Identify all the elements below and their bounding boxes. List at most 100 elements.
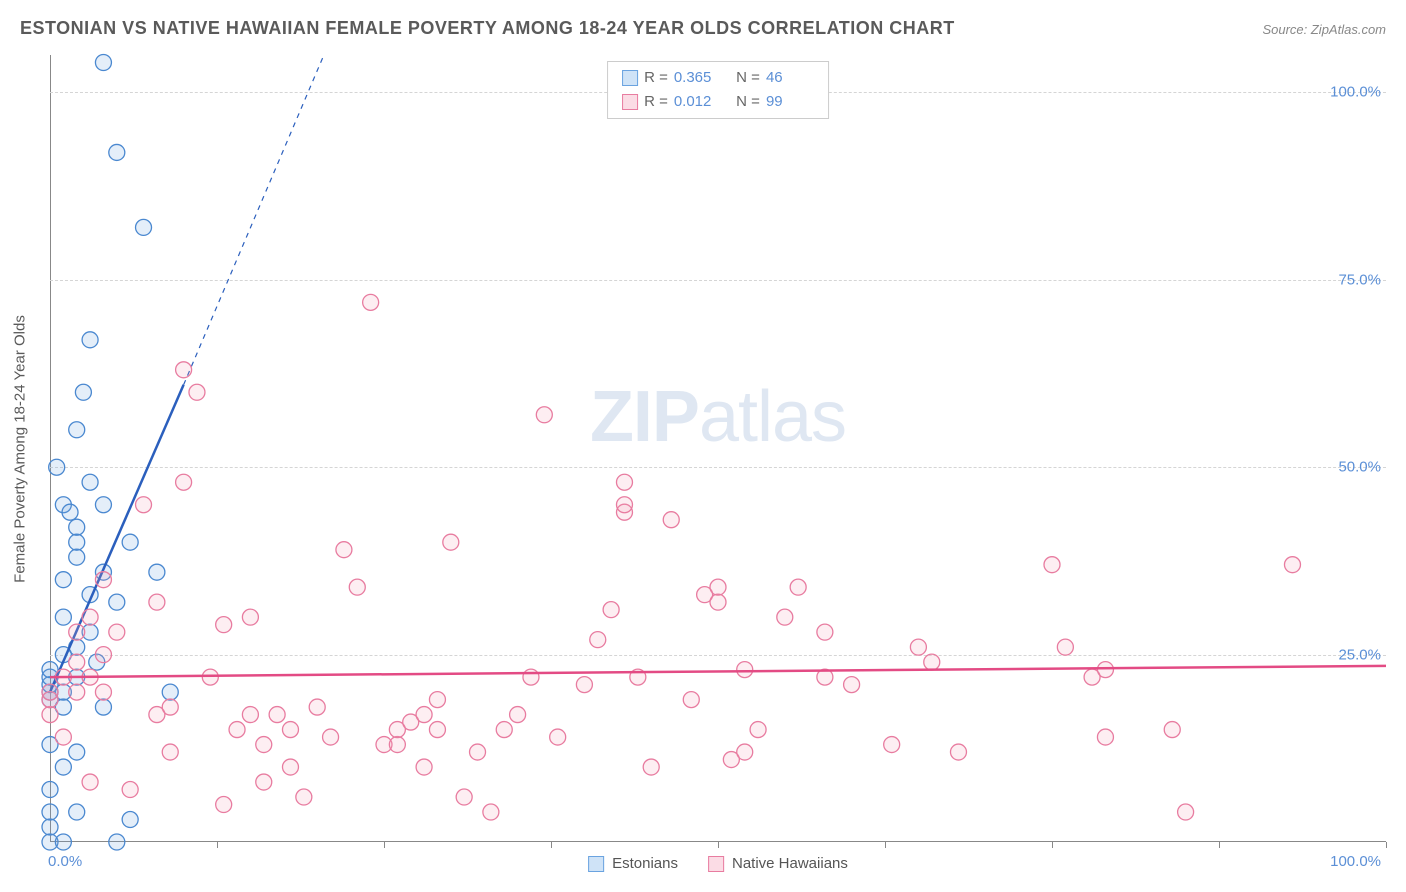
legend-label: Estonians (612, 855, 678, 872)
data-point (162, 699, 178, 715)
data-point (69, 422, 85, 438)
data-point (95, 699, 111, 715)
data-point (149, 564, 165, 580)
data-point (162, 684, 178, 700)
data-point (416, 707, 432, 723)
data-point (910, 639, 926, 655)
data-point (42, 782, 58, 798)
data-point (443, 534, 459, 550)
data-point (162, 744, 178, 760)
data-point (924, 654, 940, 670)
data-point (75, 384, 91, 400)
data-point (42, 819, 58, 835)
data-point (42, 707, 58, 723)
r-value: 0.012 (674, 90, 722, 114)
data-point (109, 594, 125, 610)
plot-area: Female Poverty Among 18-24 Year Olds ZIP… (50, 55, 1386, 842)
n-label: N = (728, 90, 760, 114)
data-point (136, 497, 152, 513)
data-point (55, 834, 71, 850)
data-point (309, 699, 325, 715)
data-point (69, 549, 85, 565)
data-point (603, 602, 619, 618)
data-point (82, 774, 98, 790)
data-point (536, 407, 552, 423)
data-point (256, 737, 272, 753)
legend-item: Native Hawaiians (708, 855, 848, 872)
data-point (496, 722, 512, 738)
data-point (456, 789, 472, 805)
data-point (176, 362, 192, 378)
data-point (737, 744, 753, 760)
legend-item: Estonians (588, 855, 678, 872)
data-point (1057, 639, 1073, 655)
x-tick (1219, 842, 1220, 848)
data-point (523, 669, 539, 685)
stats-legend-row: R =0.365 N =46 (622, 66, 814, 90)
data-point (817, 624, 833, 640)
data-point (1097, 729, 1113, 745)
data-point (49, 459, 65, 475)
data-point (550, 729, 566, 745)
data-point (750, 722, 766, 738)
r-label: R = (644, 90, 668, 114)
x-tick (384, 842, 385, 848)
data-point (122, 812, 138, 828)
data-point (202, 669, 218, 685)
r-value: 0.365 (674, 66, 722, 90)
x-tick (885, 842, 886, 848)
data-point (282, 759, 298, 775)
data-point (82, 474, 98, 490)
data-point (663, 512, 679, 528)
n-value: 46 (766, 66, 814, 90)
data-point (109, 624, 125, 640)
data-point (323, 729, 339, 745)
data-point (69, 519, 85, 535)
x-tick (551, 842, 552, 848)
legend-swatch (622, 94, 638, 110)
data-point (269, 707, 285, 723)
legend-swatch (708, 856, 724, 872)
trend-line (50, 666, 1386, 677)
data-point (389, 737, 405, 753)
data-point (69, 684, 85, 700)
y-axis-label: Female Poverty Among 18-24 Year Olds (12, 315, 29, 583)
data-point (349, 579, 365, 595)
n-label: N = (728, 66, 760, 90)
data-point (69, 654, 85, 670)
data-point (109, 144, 125, 160)
data-point (429, 692, 445, 708)
legend-swatch (588, 856, 604, 872)
data-point (683, 692, 699, 708)
data-point (55, 609, 71, 625)
data-point (1044, 557, 1060, 573)
data-point (616, 497, 632, 513)
legend-swatch (622, 70, 638, 86)
data-point (416, 759, 432, 775)
data-point (616, 474, 632, 490)
data-point (576, 677, 592, 693)
data-point (242, 707, 258, 723)
data-point (109, 834, 125, 850)
data-point (42, 684, 58, 700)
data-point (790, 579, 806, 595)
data-point (189, 384, 205, 400)
data-point (122, 534, 138, 550)
data-point (82, 332, 98, 348)
legend-label: Native Hawaiians (732, 855, 848, 872)
data-point (844, 677, 860, 693)
data-point (643, 759, 659, 775)
stats-legend-row: R =0.012 N =99 (622, 90, 814, 114)
data-point (95, 54, 111, 70)
data-point (82, 609, 98, 625)
data-point (1178, 804, 1194, 820)
x-tick (1052, 842, 1053, 848)
data-point (176, 474, 192, 490)
x-label-max: 100.0% (1330, 853, 1381, 870)
data-point (483, 804, 499, 820)
data-point (95, 497, 111, 513)
data-point (216, 617, 232, 633)
data-point (737, 662, 753, 678)
chart-title: ESTONIAN VS NATIVE HAWAIIAN FEMALE POVER… (20, 18, 955, 39)
data-point (69, 804, 85, 820)
